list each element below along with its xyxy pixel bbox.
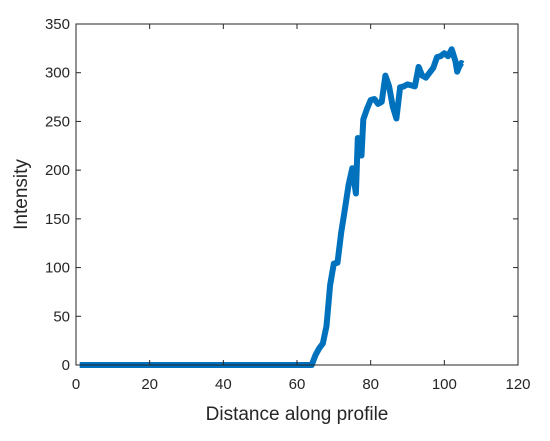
y-tick-label: 0 xyxy=(62,357,70,374)
y-tick-label: 50 xyxy=(53,308,70,325)
y-tick-label: 300 xyxy=(45,65,70,82)
y-tick-label: 200 xyxy=(45,162,70,179)
y-axis-label: Intensity xyxy=(11,159,32,230)
y-tick-label: 100 xyxy=(45,260,70,277)
x-tick-label: 80 xyxy=(362,376,379,393)
y-tick-label: 150 xyxy=(45,211,70,228)
x-tick-label: 40 xyxy=(215,376,232,393)
x-axis-label: Distance along profile xyxy=(206,404,389,425)
y-tick-label: 350 xyxy=(45,16,70,33)
y-tick-label: 250 xyxy=(45,113,70,130)
intensity-series-line xyxy=(79,46,465,368)
x-tick-label: 20 xyxy=(141,376,158,393)
x-tick-label: 0 xyxy=(72,376,80,393)
x-tick-label: 60 xyxy=(289,376,306,393)
x-tick-label: 120 xyxy=(505,376,530,393)
axis-ticks: 0 20 40 60 80 100 120 0 50 100 150 200 250 300 350 xyxy=(45,16,531,393)
plot-area xyxy=(79,46,465,368)
x-tick-label: 100 xyxy=(432,376,457,393)
